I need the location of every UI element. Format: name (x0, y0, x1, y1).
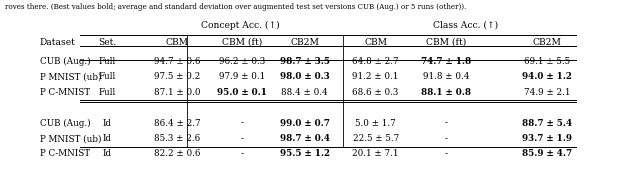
Text: CBM (ft): CBM (ft) (426, 38, 466, 47)
Text: 96.2 ± 0.3: 96.2 ± 0.3 (219, 57, 265, 66)
Text: -: - (445, 134, 447, 143)
Text: CB2M: CB2M (290, 38, 319, 47)
Text: CUB (Aug.): CUB (Aug.) (40, 57, 90, 66)
Text: Set.: Set. (99, 38, 116, 47)
Text: 85.9 ± 4.7: 85.9 ± 4.7 (522, 149, 572, 159)
Text: 94.7 ± 0.6: 94.7 ± 0.6 (154, 57, 200, 66)
Text: 97.9 ± 0.1: 97.9 ± 0.1 (219, 72, 265, 81)
Text: 99.0 ± 0.7: 99.0 ± 0.7 (280, 118, 330, 128)
Text: 74.7 ± 1.8: 74.7 ± 1.8 (421, 57, 471, 66)
Text: 20.1 ± 7.1: 20.1 ± 7.1 (353, 149, 399, 159)
Text: P C-MNIST: P C-MNIST (40, 88, 90, 97)
Text: 88.7 ± 5.4: 88.7 ± 5.4 (522, 118, 572, 128)
Text: CBM: CBM (166, 38, 189, 47)
Text: -: - (241, 118, 243, 128)
Text: Full: Full (99, 88, 116, 97)
Text: roves there. (Best values bold; average and standard deviation over augmented te: roves there. (Best values bold; average … (5, 3, 467, 11)
Text: 64.8 ± 2.7: 64.8 ± 2.7 (353, 57, 399, 66)
Text: P C-MNIST: P C-MNIST (40, 149, 90, 159)
Text: CBM (ft): CBM (ft) (222, 38, 262, 47)
Text: -: - (241, 134, 243, 143)
Text: 69.1 ± 5.5: 69.1 ± 5.5 (524, 57, 570, 66)
Text: 22.5 ± 5.7: 22.5 ± 5.7 (353, 134, 399, 143)
Text: CB2M: CB2M (532, 38, 562, 47)
Text: CUB (Aug.): CUB (Aug.) (40, 118, 90, 128)
Text: 95.5 ± 1.2: 95.5 ± 1.2 (280, 149, 330, 159)
Text: P MNIST (ub): P MNIST (ub) (40, 134, 101, 143)
Text: -: - (241, 149, 243, 159)
Text: 94.0 ± 1.2: 94.0 ± 1.2 (522, 72, 572, 81)
Text: Class Acc. (↑): Class Acc. (↑) (433, 21, 499, 30)
Text: 74.9 ± 2.1: 74.9 ± 2.1 (524, 88, 570, 97)
Text: 82.2 ± 0.6: 82.2 ± 0.6 (154, 149, 200, 159)
Text: CBM: CBM (364, 38, 387, 47)
Text: 93.7 ± 1.9: 93.7 ± 1.9 (522, 134, 572, 143)
Text: Full: Full (99, 72, 116, 81)
Text: 5.0 ± 1.7: 5.0 ± 1.7 (355, 118, 396, 128)
Text: Id: Id (103, 118, 112, 128)
Text: 85.3 ± 2.6: 85.3 ± 2.6 (154, 134, 200, 143)
Text: 88.1 ± 0.8: 88.1 ± 0.8 (421, 88, 471, 97)
Text: 88.4 ± 0.4: 88.4 ± 0.4 (281, 88, 328, 97)
Text: 98.7 ± 3.5: 98.7 ± 3.5 (280, 57, 330, 66)
Text: Full: Full (99, 57, 116, 66)
Text: Concept Acc. (↑): Concept Acc. (↑) (201, 21, 279, 30)
Text: 98.0 ± 0.3: 98.0 ± 0.3 (280, 72, 330, 81)
Text: Dataset: Dataset (40, 38, 76, 47)
Text: 91.2 ± 0.1: 91.2 ± 0.1 (353, 72, 399, 81)
Text: 91.8 ± 0.4: 91.8 ± 0.4 (423, 72, 469, 81)
Text: -: - (445, 149, 447, 159)
Text: 86.4 ± 2.7: 86.4 ± 2.7 (154, 118, 200, 128)
Text: P MNIST (ub): P MNIST (ub) (40, 72, 101, 81)
Text: 87.1 ± 0.0: 87.1 ± 0.0 (154, 88, 200, 97)
Text: 68.6 ± 0.3: 68.6 ± 0.3 (353, 88, 399, 97)
Text: -: - (445, 118, 447, 128)
Text: Id: Id (103, 149, 112, 159)
Text: 95.0 ± 0.1: 95.0 ± 0.1 (217, 88, 267, 97)
Text: 97.5 ± 0.2: 97.5 ± 0.2 (154, 72, 200, 81)
Text: Id: Id (103, 134, 112, 143)
Text: 98.7 ± 0.4: 98.7 ± 0.4 (280, 134, 330, 143)
